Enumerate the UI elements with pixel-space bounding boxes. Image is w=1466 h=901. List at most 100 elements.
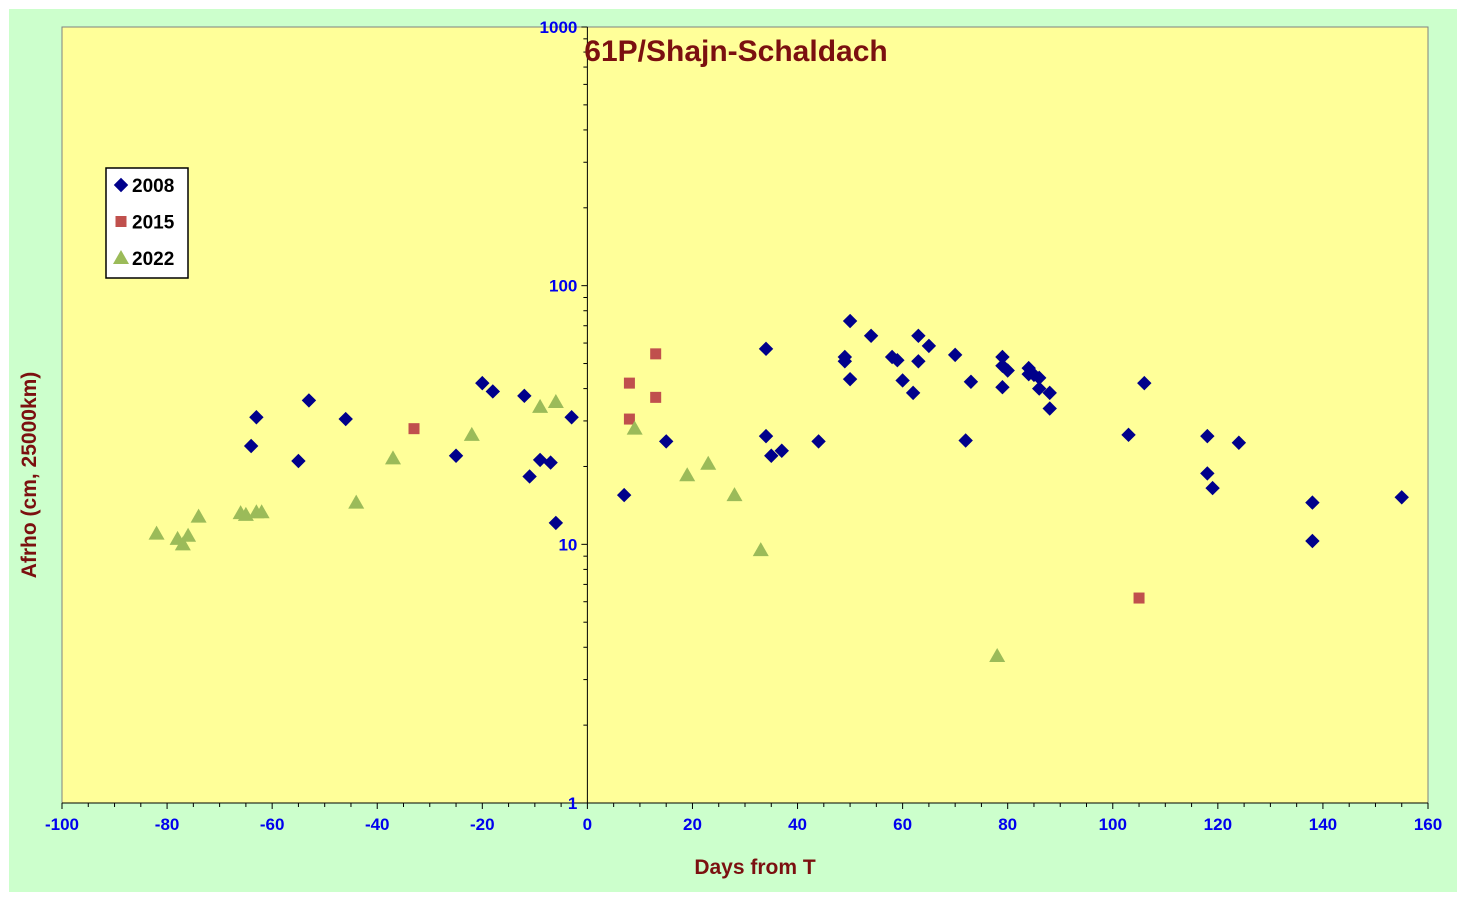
data-point-2008 [1042, 401, 1057, 416]
data-point-2008 [911, 328, 926, 344]
data-point-2008 [616, 487, 632, 503]
x-tick-label: -60 [260, 815, 285, 834]
scatter-chart: -100 -80 -60 -40 -20 0 20 40 60 80 100 120 140 160 100… [18, 18, 1442, 879]
data-point-2015 [1133, 592, 1145, 604]
data-point-2022 [626, 420, 643, 435]
data-point-2008 [947, 347, 963, 363]
legend-label-2022: 2022 [132, 249, 174, 270]
data-point-2008 [911, 354, 926, 369]
legend-label-2008: 2008 [132, 176, 174, 197]
data-point-2008 [863, 328, 879, 344]
data-point-2008 [1200, 428, 1215, 444]
legend-marker-2008 [113, 177, 129, 193]
data-point-2008 [764, 448, 779, 463]
y-tick-label: 10 [558, 535, 577, 554]
data-point-2008 [338, 411, 353, 427]
data-point-2008 [243, 438, 259, 454]
chart-frame: -100 -80 -60 -40 -20 0 20 40 60 80 100 120 140 160 100… [9, 9, 1457, 892]
legend-marker-2022 [113, 250, 129, 264]
data-point-2015 [650, 348, 662, 360]
x-tick-label: 120 [1204, 815, 1232, 834]
data-point-2008 [890, 353, 905, 368]
data-point-2008 [249, 410, 264, 425]
data-point-2022 [752, 542, 769, 557]
data-point-2008 [1042, 385, 1057, 401]
data-point-2008 [837, 354, 853, 369]
data-point-2008 [958, 433, 973, 448]
data-point-2022 [384, 450, 401, 465]
plot-area [61, 26, 1429, 804]
x-tick-label: 60 [893, 815, 912, 834]
data-point-2008 [522, 469, 537, 484]
y-tick-label: 1000 [540, 18, 578, 37]
data-point-2008 [842, 371, 858, 387]
data-point-2008 [758, 341, 774, 357]
data-point-2008 [1000, 363, 1015, 378]
x-tick-label: 160 [1414, 815, 1442, 834]
data-point-2008 [1032, 381, 1047, 396]
x-tick-label: -80 [155, 815, 180, 834]
x-tick-label: 80 [998, 815, 1017, 834]
data-point-2008 [548, 515, 564, 531]
data-point-2008 [811, 434, 826, 449]
data-point-2008 [485, 384, 501, 399]
series-2008 [243, 313, 1409, 549]
data-point-2022 [547, 394, 564, 409]
data-point-2022 [700, 455, 717, 470]
data-point-2022 [190, 508, 207, 523]
data-point-2008 [543, 455, 558, 470]
data-point-2008 [1200, 466, 1215, 481]
data-point-2008 [895, 373, 910, 388]
data-point-2008 [963, 374, 979, 389]
data-point-2008 [1305, 495, 1320, 510]
data-point-2008 [301, 393, 317, 408]
data-point-2022 [463, 426, 480, 441]
y-axis-title: Afrho (cm, 25000km) [18, 372, 41, 579]
data-point-2022 [726, 487, 743, 502]
data-point-2008 [1231, 435, 1247, 450]
data-point-2022 [679, 467, 696, 482]
data-marks [148, 313, 1409, 663]
data-point-2022 [148, 525, 165, 540]
x-tick-label: 140 [1309, 815, 1337, 834]
data-point-2008 [842, 313, 858, 329]
data-point-2008 [475, 375, 490, 391]
data-point-2008 [1121, 427, 1136, 443]
data-point-2015 [408, 423, 420, 435]
legend-marker-2015 [115, 216, 127, 227]
data-point-2008 [517, 388, 532, 404]
x-axis-title: Days from T [694, 856, 816, 879]
data-point-2008 [774, 443, 789, 458]
data-point-2022 [174, 536, 191, 551]
data-point-2022 [348, 494, 365, 509]
x-tick-label: -40 [365, 815, 390, 834]
data-point-2022 [253, 504, 270, 519]
x-tick-label: -100 [45, 815, 79, 834]
chart-title: 61P/Shajn-Schaldach [584, 35, 887, 68]
x-tick-label: 100 [1099, 815, 1127, 834]
data-point-2022 [532, 398, 549, 413]
data-point-2015 [650, 391, 662, 403]
data-point-2008 [1205, 480, 1220, 496]
series-2015 [408, 348, 1145, 604]
data-point-2008 [905, 385, 921, 401]
data-point-2008 [532, 452, 548, 468]
data-point-2022 [180, 527, 197, 542]
x-tick-label: 0 [583, 815, 592, 834]
data-point-2008 [921, 338, 937, 354]
data-point-2015 [623, 377, 635, 389]
x-tick-label: 40 [788, 815, 807, 834]
data-point-2008 [658, 434, 674, 449]
legend: 2008 2015 2022 [105, 167, 189, 279]
data-point-2008 [1305, 533, 1320, 549]
data-point-2008 [758, 428, 774, 444]
legend-label-2015: 2015 [132, 213, 175, 234]
data-point-2008 [995, 379, 1010, 395]
y-tick-label: 100 [549, 277, 577, 296]
data-point-2008 [1137, 375, 1152, 391]
data-point-2008 [448, 448, 464, 463]
data-point-2015 [623, 413, 635, 425]
x-tick-label: -20 [470, 815, 495, 834]
y-tick-label: 1 [568, 794, 577, 813]
axes: -100 -80 -60 -40 -20 0 20 40 60 80 100 120 140 160 100… [45, 18, 1442, 834]
